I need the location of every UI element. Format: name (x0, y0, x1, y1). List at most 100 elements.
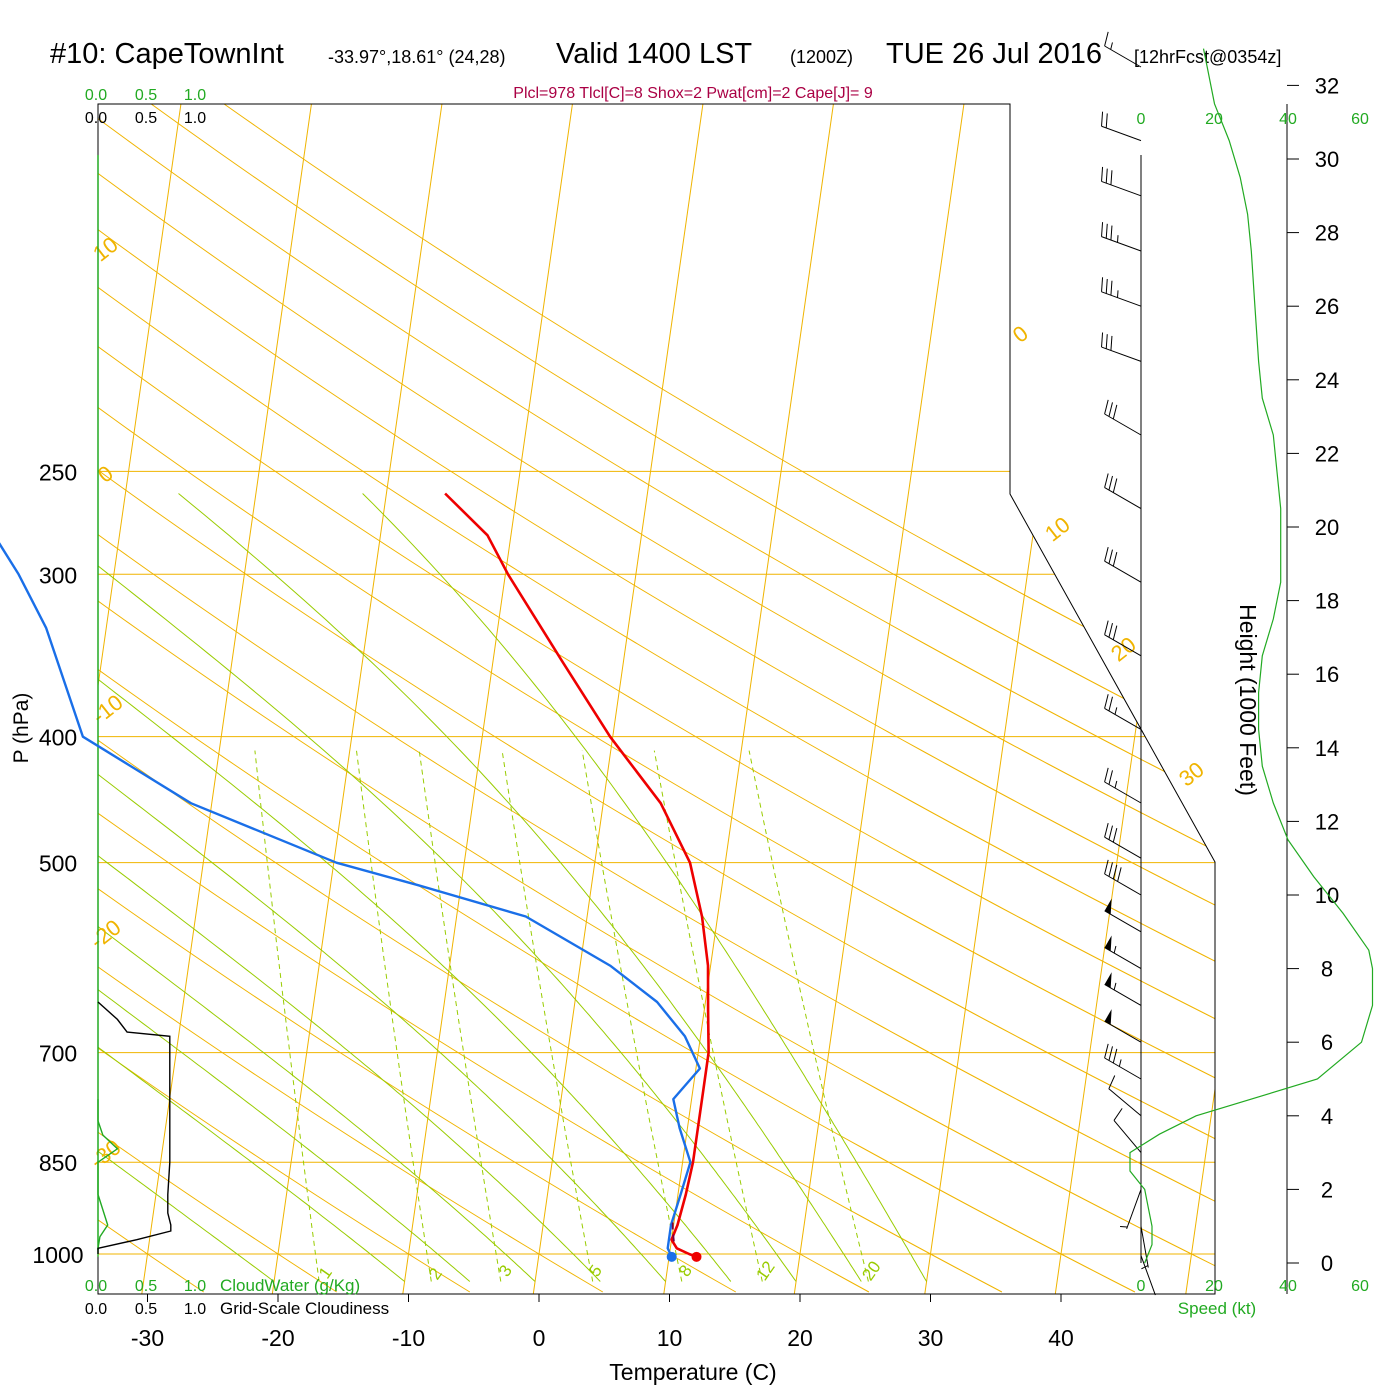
title-bar: #10: CapeTownInt -33.97°,18.61° (24,28) … (0, 38, 1400, 78)
barb-full (1105, 168, 1108, 184)
isotherm-label: 0 (93, 460, 118, 487)
p-tick-label: 300 (39, 562, 77, 588)
barb-staff (1104, 413, 1142, 436)
speed-scale-bottom: 60 (1351, 1278, 1369, 1295)
moist-adiabat (98, 493, 666, 1282)
indices-text: Plcl=978 Tlcl[C]=8 Shox=2 Pwat[cm]=2 Cap… (513, 85, 873, 102)
barb-staff (1101, 236, 1142, 252)
x-tick-label: 20 (787, 1325, 813, 1351)
p-tick-label: 500 (39, 851, 77, 877)
cloud-water-scale-bottom: 0.0 (85, 1278, 107, 1295)
barb-staff (1104, 983, 1142, 1006)
barb-half (1114, 780, 1118, 789)
wind-barb (1104, 1009, 1142, 1043)
moist-adiabat (98, 493, 797, 1282)
wind-barb (1104, 473, 1142, 510)
barb-full (1110, 335, 1113, 351)
barb-staff (1101, 180, 1142, 197)
wind-barb (1104, 972, 1142, 1006)
barb-pennant (1104, 1009, 1112, 1025)
barb-staff (1140, 1226, 1149, 1268)
wind-barb (1101, 332, 1142, 362)
isotherm-label: -20 (85, 914, 125, 953)
wind-barb (1101, 277, 1142, 307)
barb-staff (1104, 873, 1142, 896)
cloudiness-label: Grid-Scale Cloudiness (220, 1299, 389, 1318)
p-tick-label: 700 (39, 1041, 77, 1067)
barb-half (1113, 982, 1117, 991)
y-axis-title: P (hPa) (10, 693, 33, 764)
dry-adiabat (98, 104, 1215, 1293)
x-tick-label: 30 (918, 1325, 944, 1351)
barb-staff (1104, 45, 1142, 68)
barb-full (1117, 867, 1122, 882)
barb-staff (1104, 707, 1142, 730)
isotherm-line (402, 104, 573, 1294)
barb-staff (1113, 1120, 1142, 1153)
speed-scale-bottom: 0 (1137, 1278, 1146, 1295)
barb-full (1112, 1048, 1118, 1064)
barb-half (1110, 42, 1113, 50)
dry-adiabat (98, 104, 471, 1293)
barb-staff (1101, 125, 1142, 142)
barb-full (1104, 399, 1109, 415)
barb-half (1114, 707, 1118, 715)
height-tick-label: 12 (1315, 809, 1339, 834)
mixing-ratio-line (748, 750, 869, 1282)
height-tick-label: 8 (1321, 957, 1333, 982)
barb-staff (1104, 781, 1142, 804)
x-tick-label: 40 (1048, 1325, 1074, 1351)
height-tick-label: 0 (1321, 1251, 1333, 1276)
barb-full (1112, 827, 1118, 843)
moist-adiabat (178, 493, 862, 1282)
barb-full (1104, 473, 1109, 488)
wind-barb (1101, 222, 1142, 252)
barb-pennant (1104, 935, 1112, 952)
dry-adiabat (98, 104, 1215, 1293)
barb-full (1104, 767, 1109, 783)
isotherm-line (141, 104, 312, 1294)
p-tick-label: 850 (39, 1150, 77, 1176)
wind-barb (1108, 1075, 1142, 1117)
x-axis-title: Temperature (C) (609, 1359, 776, 1385)
speed-scale-top: 40 (1279, 111, 1297, 128)
p-tick-label: 250 (39, 459, 77, 485)
barb-full (1101, 111, 1104, 127)
barb-full (1112, 864, 1118, 880)
height-axis-title: Height (1000 Feet) (1235, 604, 1261, 796)
barb-full (1108, 475, 1113, 491)
barb-full (1110, 225, 1113, 241)
wind-barb (1104, 822, 1142, 859)
height-tick-label: 24 (1315, 368, 1339, 393)
wind-barb (1104, 898, 1142, 933)
barb-staff (1104, 836, 1142, 859)
x-tick-label: -20 (261, 1325, 294, 1351)
temperature-line (444, 492, 710, 1259)
parcel-line (671, 1222, 675, 1242)
isotherm-line (271, 104, 443, 1294)
mixing-ratio-line (418, 750, 502, 1282)
barb-half (1113, 945, 1117, 954)
barb-full (1104, 546, 1109, 562)
x-tick-label: 10 (657, 1325, 683, 1351)
mixing-ratio-line (356, 750, 432, 1282)
barb-full (1108, 623, 1113, 638)
cloudiness-scale-top: 0.5 (135, 110, 157, 127)
mixing-ratio-label: 2 (425, 1265, 446, 1284)
wind-barb (1101, 166, 1142, 197)
barb-full (1108, 549, 1113, 564)
moist-adiabat (98, 493, 732, 1282)
wind-barb (1104, 1043, 1142, 1080)
p-tick-label: 400 (39, 725, 77, 751)
barb-full (1105, 278, 1108, 294)
moist-adiabat (98, 493, 471, 1282)
dewpoint-line (0, 542, 702, 1258)
dry-adiabat (150, 104, 1215, 1293)
plot-frame (97, 103, 1216, 1295)
station-title: #10: CapeTownInt (50, 38, 284, 70)
dry-adiabat (223, 104, 1215, 1293)
height-tick-label: 16 (1315, 662, 1339, 687)
dry-adiabat (98, 104, 1215, 1293)
wind-barb (1104, 935, 1142, 970)
barb-full (1108, 862, 1113, 877)
